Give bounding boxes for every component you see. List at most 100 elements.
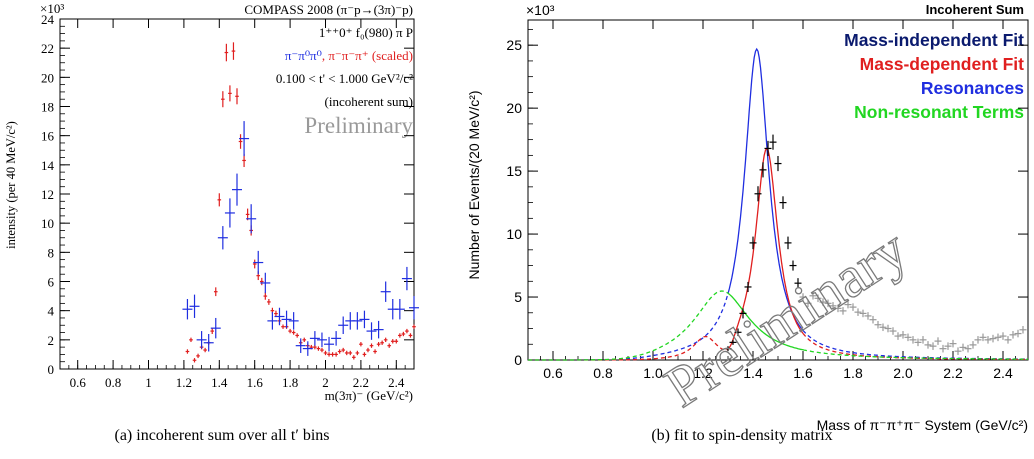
curve-dashed-low: [528, 335, 729, 361]
x-tick-label: 1.2: [176, 375, 192, 390]
pim-data-point: [235, 88, 239, 105]
pi0-data-point: [274, 307, 285, 326]
pim-data-point: [238, 134, 243, 149]
pim-data-point: [323, 350, 328, 356]
pim-data-point: [394, 339, 399, 344]
pim-data-point: [224, 43, 229, 62]
x-tick-label: 1.0: [643, 365, 663, 381]
outside-range-data-point: [809, 292, 817, 300]
x-tick-label: 2.4: [388, 375, 405, 390]
panel-a-experiment-label: COMPASS 2008 (π⁻p→(3π)⁻p): [244, 2, 413, 17]
pim-data-point: [408, 333, 413, 338]
x-tick-label: 1.6: [247, 375, 264, 390]
y-tick-label: 20: [506, 100, 522, 116]
y-tick-label: 0: [48, 362, 55, 377]
pim-data-point: [348, 350, 353, 356]
outside-range-data-point: [819, 298, 827, 306]
pi0-data-point: [281, 310, 292, 329]
panel-a-watermark: Preliminary: [304, 113, 413, 138]
pim-data-point: [221, 91, 225, 108]
x-tick-label: 1.8: [282, 375, 298, 390]
panel-b-watermark: Preliminary: [653, 216, 918, 420]
legend-separator: ,: [322, 48, 329, 63]
x-tick-label: 0.8: [593, 365, 613, 381]
pim-data-point: [405, 328, 409, 334]
panel-b-top-label: Incoherent Sum: [926, 2, 1024, 17]
pim-data-point: [380, 340, 384, 345]
outside-range-data-point: [894, 332, 902, 340]
curve-dashed-high: [802, 332, 1028, 361]
outside-range-data-point: [854, 308, 862, 316]
outside-range-data-point: [924, 341, 932, 349]
y-tick-label: 25: [506, 37, 522, 53]
pim-data-point: [398, 333, 402, 338]
panel-a-x-axis-label: m(3π)⁻ (GeV/c²): [325, 388, 413, 403]
outside-range-data-point: [994, 333, 1002, 342]
pi0-data-point: [316, 332, 327, 348]
outside-range-data-point: [869, 315, 877, 324]
pim-data-point: [263, 292, 268, 300]
x-tick-label: 1.2: [693, 365, 713, 381]
y-tick-label: 0: [514, 352, 522, 368]
y-tick-label: 10: [506, 226, 522, 242]
pim-data-point: [302, 337, 307, 343]
x-tick-label: 1: [145, 375, 152, 390]
y-tick-label: 12: [41, 187, 54, 202]
pim-data-point: [320, 347, 324, 353]
pim-data-point: [231, 42, 236, 60]
panel-a-y-axis-label: intensity (per 40 MeV/c²): [4, 121, 18, 249]
panel-a-legend: π⁻π⁰π⁰, π⁻π⁻π⁺ (scaled): [285, 48, 413, 63]
outside-range-data-point: [959, 343, 967, 352]
outside-range-data-point: [864, 312, 872, 320]
pi0-data-point: [338, 316, 349, 334]
pi0-data-point: [309, 331, 320, 346]
pim-data-point: [352, 355, 356, 360]
panel-a-y-exponent: ×10³: [40, 1, 64, 16]
curve-dashed-high: [802, 329, 1029, 360]
panel-a-tprime-label: 0.100 < t' < 1.000 GeV²/c²: [276, 71, 413, 86]
pim-data-point: [355, 350, 360, 356]
pim-data-point: [281, 324, 285, 329]
pim-data-point: [196, 353, 200, 359]
x-tick-label: 1.6: [793, 365, 813, 381]
panel-b-caption: (b) fit to spin-density matrix: [651, 427, 832, 444]
outside-range-data-point: [969, 341, 977, 349]
outside-range-data-point: [879, 323, 887, 332]
pim-data-point: [401, 331, 406, 337]
outside-range-data-point: [829, 302, 837, 310]
legend-resonances: Resonances: [921, 78, 1024, 98]
outside-range-data-point: [989, 334, 997, 343]
pi0-data-point: [267, 312, 278, 330]
x-tick-label: 1.4: [211, 375, 228, 390]
pi0-data-point: [203, 334, 214, 352]
pim-data-point: [228, 85, 232, 102]
pi0-data-point: [401, 266, 412, 291]
y-tick-label: 14: [41, 158, 55, 173]
x-tick-label: 2.2: [353, 375, 369, 390]
legend-non-resonant: Non-resonant Terms: [854, 102, 1024, 122]
outside-range-data-point: [939, 344, 947, 353]
pim-data-point: [252, 259, 257, 269]
pi0-data-point: [196, 331, 207, 349]
pim-data-point: [337, 349, 342, 354]
outside-range-data-point: [999, 332, 1007, 340]
panel-b-y-exponent: ×10³: [526, 2, 555, 18]
pim-data-point: [366, 347, 370, 353]
x-tick-label: 2.2: [943, 365, 963, 381]
pi0-data-point: [295, 338, 306, 353]
pim-data-point: [288, 328, 292, 334]
y-tick-label: 22: [41, 41, 54, 56]
panel-b: ×10³ Incoherent Sum Number of Events/(20…: [466, 2, 1029, 444]
outside-range-data-point: [909, 336, 917, 344]
y-tick-label: 24: [41, 12, 55, 27]
fit-range-data-point: [729, 339, 737, 345]
pi0-data-point: [352, 312, 363, 330]
pi0-data-point: [232, 173, 242, 206]
x-tick-label: 2.0: [893, 365, 913, 381]
pi0-data-point: [182, 299, 193, 320]
pi0-data-point: [239, 121, 250, 157]
outside-range-data-point: [874, 320, 882, 329]
pi0-data-point: [302, 341, 313, 356]
pim-data-point: [189, 337, 193, 343]
